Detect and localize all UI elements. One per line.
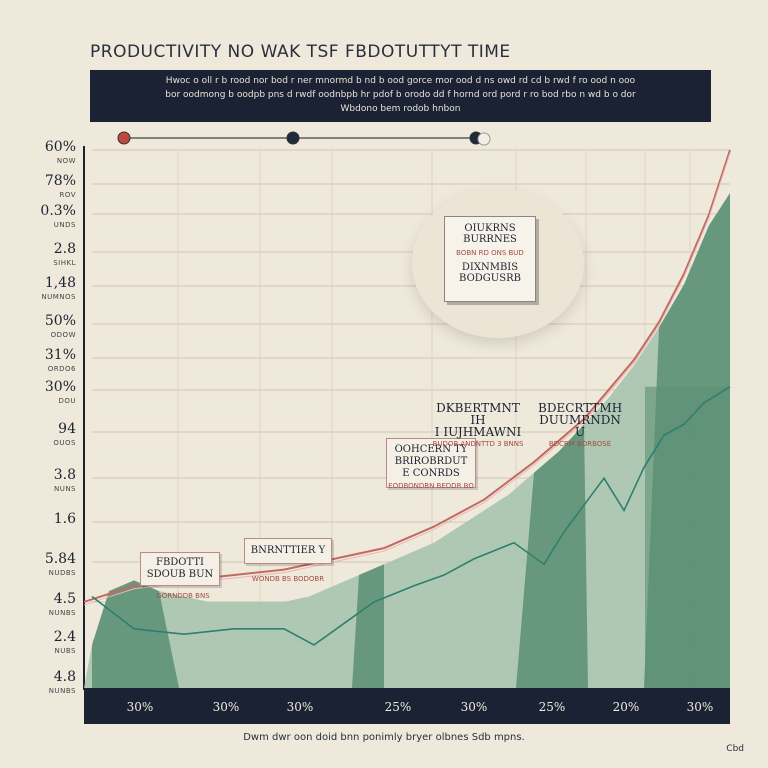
x-tick-label: 30% [686, 700, 714, 714]
annotation-heading: BDECRTTMH DUUMRNDN U BDCRM BORBOSE [538, 402, 622, 450]
x-axis-bar [84, 688, 730, 724]
annotation-title: BNRNTTIER Y [250, 545, 326, 556]
y-tick-label: 50% ODOW [28, 314, 76, 342]
y-tick-sublabel: NOW [56, 157, 76, 165]
y-tick-label: 2.8 SIHKL [28, 242, 76, 270]
y-tick-sublabel: NUNBS [48, 609, 76, 617]
chart-caption: Dwm dwr oon doid bnn ponimly bryer olbne… [243, 732, 525, 743]
annotation-title: FBDOTTI [156, 557, 204, 568]
x-tick-label: 30% [212, 700, 240, 714]
y-tick-label: 60% NOW [28, 140, 76, 168]
y-tick-sublabel: SIHKL [53, 259, 76, 267]
y-tick-label: 4.8 NUNBS [28, 670, 76, 698]
callout-sub: BOBN RD ONS BUD [456, 249, 524, 257]
annotation-line: E CONRDS [402, 468, 460, 479]
callout-line: BODGUSRB [459, 273, 521, 284]
y-tick-sublabel: ROV [59, 191, 76, 199]
annotation-line: I IUJHMAWNI [434, 425, 522, 439]
y-tick-sublabel: DOU [58, 397, 76, 405]
x-tick-label: 25% [538, 700, 566, 714]
annotation-card: FBDOTTI SDOUB BUN [140, 552, 220, 586]
page-title: PRODUCTIVITY NO WAK TSF FBDOTUTTYT TIME [90, 42, 511, 62]
y-tick-sublabel: OUOS [53, 439, 76, 447]
callout-line: OIUKRNS [464, 223, 516, 234]
annotation-sub-text: EODBONDBN BEDDR BO [388, 482, 474, 490]
annotation-heading: DKBERTMNT IH I IUJHMAWNI BUDOB ANDNTTD 3… [432, 402, 524, 450]
area-block [645, 386, 730, 688]
corner-mark: Cbd [726, 744, 744, 754]
y-tick-label: 30% DOU [28, 380, 76, 408]
banner-line: Wbdono bem rodob hnbon [340, 104, 461, 114]
y-tick-sublabel: NUDBS [48, 569, 76, 577]
timeline-slider [117, 131, 491, 146]
y-tick-sublabel: ODOW [50, 331, 76, 339]
annotation-line: BRIROBRDUT [394, 456, 468, 467]
y-tick-label: 5.84 NUDBS [28, 552, 76, 580]
banner-line: bor oodmong b oodpb pns d rwdf oodnbpb h… [165, 90, 636, 100]
annotation-line: SDOUB BUN [146, 569, 214, 580]
annotation-sub-text: WONDB BS BODOBR [251, 575, 325, 583]
annotation-line: DUUMRNDN U [539, 413, 621, 439]
area-series [84, 193, 730, 689]
y-tick-sublabel: NUNBS [48, 687, 76, 695]
area-band [92, 580, 179, 688]
description-banner: Hwoc o oll r b rood nor bod r ner mnormd… [90, 70, 711, 122]
area-band [516, 424, 588, 688]
y-tick-label: 0.3% UNDS [28, 204, 76, 232]
x-tick-label: 30% [126, 700, 154, 714]
annotation-sub-text: BUDOB ANDNTTD 3 BNNS [432, 440, 524, 448]
x-tick-label: 30% [460, 700, 488, 714]
slider-stop [286, 131, 300, 145]
callout-line: BURRNES [463, 234, 517, 245]
annotation-sub: GORNDDB BNS [138, 590, 228, 602]
y-tick-label: 94 OUOS [28, 422, 76, 450]
callout-card: OIUKRNS BURRNES BOBN RD ONS BUD DIXNMBIS… [444, 216, 536, 302]
annotation-sub: WONDB BS BODOBR [240, 573, 336, 585]
area-band [352, 564, 384, 688]
callout-line: DIXNMBIS [461, 262, 519, 273]
y-tick-sublabel: NUMNOS [41, 293, 76, 301]
slider-handle [477, 132, 491, 146]
x-tick-label: 20% [612, 700, 640, 714]
banner-line: Hwoc o oll r b rood nor bod r ner mnormd… [165, 76, 636, 86]
annotation-title: OOHCERN TY [394, 444, 468, 455]
y-tick-label: 2.4 NUBS [28, 630, 76, 658]
annotation-title: BDECRTTMH [538, 401, 623, 415]
annotation-card: OOHCERN TY BRIROBRDUT E CONRDS EODBONDBN… [386, 438, 476, 490]
series-line [91, 386, 731, 646]
y-tick-sublabel: NUNS [53, 485, 76, 493]
y-tick-sublabel: ORDO6 [47, 365, 76, 373]
y-tick-sublabel: UNDS [53, 221, 76, 229]
annotation-sub-text: BDCRM BORBOSE [548, 440, 612, 448]
y-tick-label: 3.8 NUNS [28, 468, 76, 496]
x-tick-label: 25% [384, 700, 412, 714]
annotation-title: DKBERTMNT IH [436, 401, 520, 427]
y-tick-label: 31% ORDO6 [28, 348, 76, 376]
annotation-sub-text: GORNDDB BNS [156, 592, 210, 600]
slider-stop [117, 131, 131, 145]
annotation-card: BNRNTTIER Y [244, 538, 332, 564]
y-tick-label: 1,48 NUMNOS [28, 276, 76, 304]
y-tick-sublabel: NUBS [54, 647, 76, 655]
y-tick-label: 4.5 NUNBS [28, 592, 76, 620]
y-tick-label: 78% ROV [28, 174, 76, 202]
x-tick-label: 30% [286, 700, 314, 714]
y-tick-label: 1.6 [53, 511, 76, 527]
